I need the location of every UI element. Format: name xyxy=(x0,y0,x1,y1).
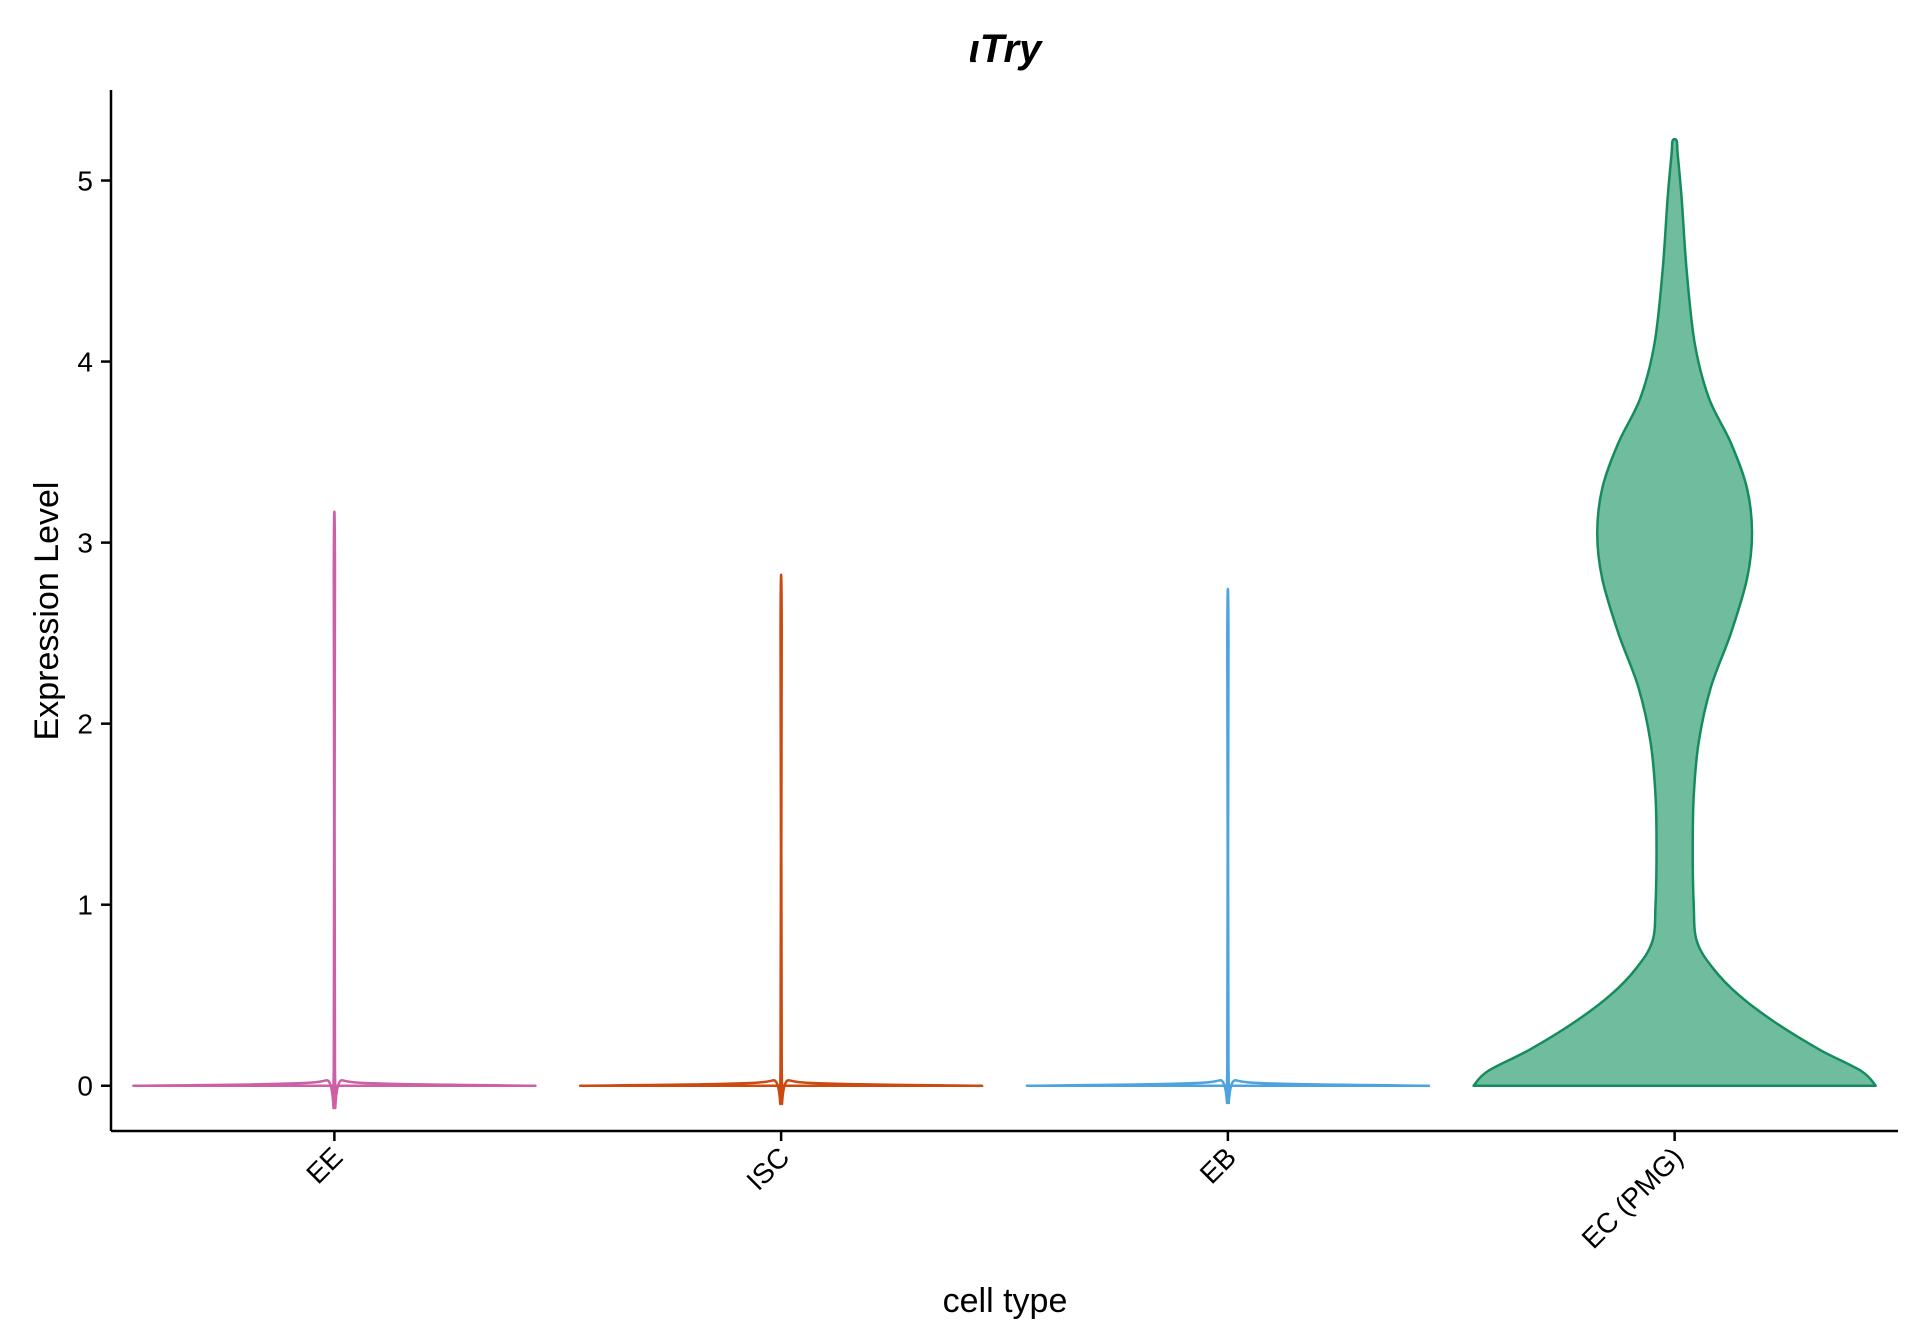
y-tick-label: 3 xyxy=(77,528,93,559)
violin-isc xyxy=(578,573,984,1106)
y-tick-label: 5 xyxy=(77,166,93,197)
violin-eb xyxy=(1025,587,1431,1105)
chart-title: ιTry xyxy=(969,27,1043,71)
y-tick-label: 1 xyxy=(77,890,93,921)
y-tick-label: 2 xyxy=(77,709,93,740)
x-axis-label: cell type xyxy=(943,1282,1068,1320)
y-tick-label: 4 xyxy=(77,347,93,378)
x-tick-label: EB xyxy=(1194,1141,1242,1189)
x-tick-label: EC (PMG) xyxy=(1576,1141,1689,1254)
violin-ec-pmg xyxy=(1472,137,1877,1087)
y-axis-label: Expression Level xyxy=(28,482,66,741)
violins-group xyxy=(132,137,1877,1110)
y-tick-label: 0 xyxy=(77,1071,93,1102)
x-tick-label: EE xyxy=(300,1141,348,1189)
violin-ee xyxy=(132,510,537,1110)
x-tick-label: ISC xyxy=(740,1141,795,1196)
